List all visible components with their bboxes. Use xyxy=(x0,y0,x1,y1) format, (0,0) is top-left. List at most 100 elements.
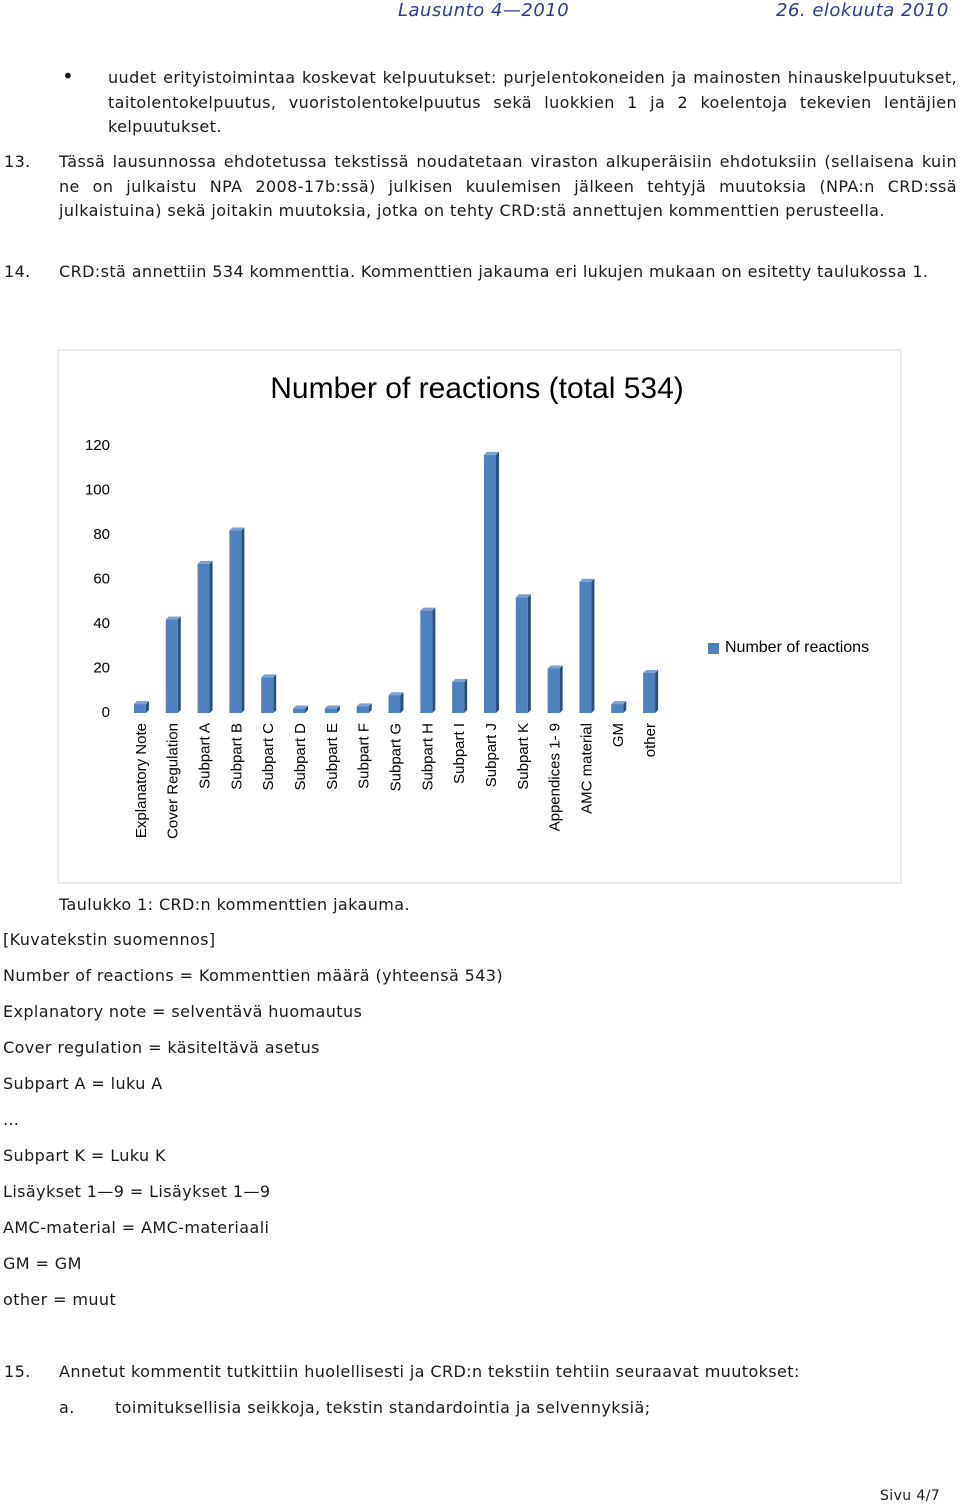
y-tick-label: 0 xyxy=(102,704,110,721)
bar-top xyxy=(229,527,245,531)
x-tick-label: Subpart H xyxy=(419,723,436,791)
bar-top xyxy=(165,616,181,620)
item-number: 15. xyxy=(4,1362,31,1381)
glossary-line: … xyxy=(3,1110,20,1129)
bar-side xyxy=(305,705,309,713)
bar-side xyxy=(177,616,181,713)
bar xyxy=(643,672,656,713)
bar-side xyxy=(273,674,277,713)
x-tick-label: Cover Regulation xyxy=(165,723,182,839)
item-text: CRD:stä annettiin 534 kommenttia. Kommen… xyxy=(59,262,929,281)
caption: Taulukko 1: CRD:n kommenttien jakauma. xyxy=(59,895,410,914)
item-text: toimituksellisia seikkoja, tekstin stand… xyxy=(115,1398,651,1417)
bar xyxy=(579,581,592,713)
y-tick-label: 20 xyxy=(93,659,110,676)
glossary-line: GM = GM xyxy=(3,1254,82,1273)
x-tick-label: Subpart E xyxy=(324,723,341,790)
glossary-line: other = muut xyxy=(3,1290,117,1309)
item-number: 14. xyxy=(4,262,31,281)
bar-side xyxy=(495,451,499,713)
bar-side xyxy=(209,560,213,713)
x-tick-label: Subpart D xyxy=(292,723,309,791)
bar-side xyxy=(241,527,245,713)
glossary-line: Number of reactions = Kommenttien määrä … xyxy=(3,966,504,985)
x-tick-label: Subpart F xyxy=(356,723,373,789)
bar-top xyxy=(388,692,404,696)
header-title: Lausunto 4—2010 xyxy=(398,0,570,21)
x-tick-label: GM xyxy=(610,723,627,747)
x-tick-label: Explanatory Note xyxy=(133,723,150,838)
x-tick-label: Subpart I xyxy=(451,723,468,784)
bullet-text: uudet erityistoimintaa koskevat kelpuutu… xyxy=(108,68,957,137)
bar-side xyxy=(464,678,468,713)
bar-top xyxy=(483,451,499,455)
legend-label: Number of reactions xyxy=(725,639,869,656)
item-number: a. xyxy=(59,1398,75,1417)
bar-top xyxy=(324,705,340,709)
legend-swatch xyxy=(708,643,719,654)
chart-title: Number of reactions (total 534) xyxy=(270,372,684,405)
glossary-line: Subpart A = luku A xyxy=(3,1074,163,1093)
bar-side xyxy=(400,692,404,713)
glossary-line: Subpart K = Luku K xyxy=(3,1146,166,1165)
bar-top xyxy=(547,665,563,669)
bar-side xyxy=(336,705,340,713)
bar-top xyxy=(356,703,372,707)
bar xyxy=(293,708,306,713)
glossary-line: AMC-material = AMC-materiaali xyxy=(3,1218,270,1237)
glossary-line: Cover regulation = käsiteltävä asetus xyxy=(3,1038,320,1057)
bar-side xyxy=(623,701,627,713)
bar-side xyxy=(655,669,659,713)
bar-top xyxy=(420,607,436,611)
x-tick-label: Subpart C xyxy=(260,723,277,791)
bar-side xyxy=(145,701,149,713)
x-tick-label: AMC material xyxy=(578,723,595,814)
x-tick-label: Subpart A xyxy=(197,723,214,789)
y-tick-label: 60 xyxy=(93,570,110,587)
bar xyxy=(515,597,528,713)
glossary-line: Lisäykset 1—9 = Lisäykset 1—9 xyxy=(3,1182,271,1201)
x-tick-label: Subpart J xyxy=(483,723,500,787)
bar xyxy=(483,454,496,713)
y-tick-label: 80 xyxy=(93,526,110,543)
y-tick-label: 100 xyxy=(85,481,110,498)
bar-top xyxy=(611,701,627,705)
x-tick-label: other xyxy=(642,723,659,757)
chart-frame xyxy=(57,349,902,884)
bar xyxy=(324,708,337,713)
bar-top xyxy=(452,678,468,682)
bar xyxy=(547,668,560,713)
bar-side xyxy=(368,703,372,713)
bar-top xyxy=(515,594,531,598)
bar xyxy=(229,530,242,713)
bar-side xyxy=(527,594,531,713)
glossary-line: Explanatory note = selventävä huomautus xyxy=(3,1002,363,1021)
bar xyxy=(261,677,274,713)
bar-side xyxy=(559,665,563,713)
bar-top xyxy=(261,674,277,678)
item-text: Tässä lausunnossa ehdotetussa tekstissä … xyxy=(59,152,957,221)
bar-top xyxy=(197,560,213,564)
y-tick-label: 40 xyxy=(93,615,110,632)
bar xyxy=(388,695,401,713)
bar xyxy=(611,704,624,713)
item-text: Annetut kommentit tutkittiin huolellises… xyxy=(59,1362,800,1381)
glossary-line: [Kuvatekstin suomennos] xyxy=(3,930,216,949)
x-tick-label: Subpart K xyxy=(515,723,532,790)
x-tick-label: Subpart G xyxy=(387,723,404,791)
bar-top xyxy=(579,578,595,582)
x-tick-label: Appendices 1- 9 xyxy=(547,723,564,831)
bar-top xyxy=(293,705,309,709)
bullet-dot: • xyxy=(62,64,75,88)
bar xyxy=(356,706,369,713)
header-date: 26. elokuuta 2010 xyxy=(776,0,949,21)
bar-top xyxy=(643,669,659,673)
bar-top xyxy=(133,701,149,705)
bar xyxy=(452,681,465,713)
bar xyxy=(165,619,178,713)
bar-side xyxy=(591,578,595,713)
bar xyxy=(133,704,146,713)
item-number: 13. xyxy=(4,152,31,171)
chart: Number of reactions (total 534) 0 20 40 60 8… xyxy=(57,349,902,884)
